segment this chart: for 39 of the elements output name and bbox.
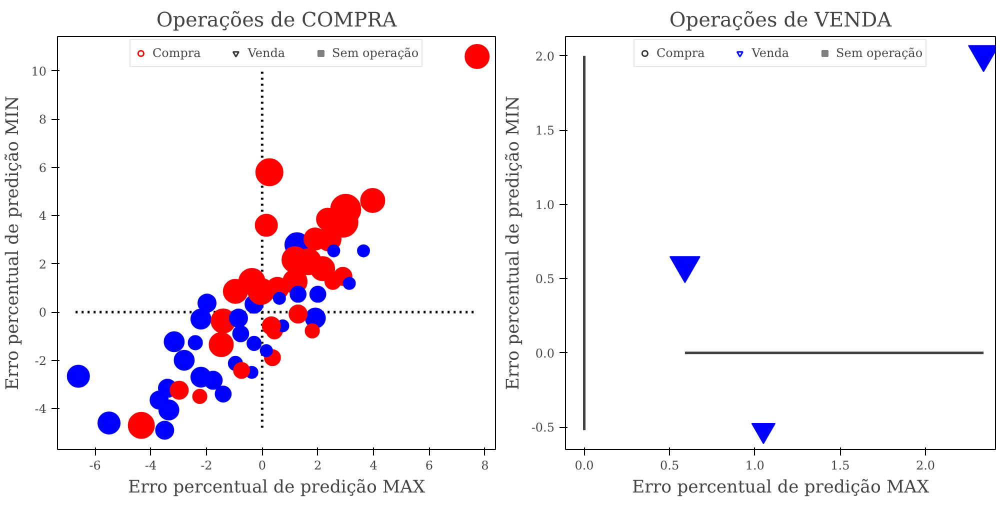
y-tick-label: 0.0 [535, 346, 555, 360]
x-tick-label: -6 [89, 458, 101, 472]
y-tick-label: 8 [38, 112, 47, 127]
y-tick-label: 6 [38, 160, 47, 175]
y-tick-label: 10 [31, 64, 47, 78]
x-tick-label: 2 [314, 458, 322, 472]
x-tick-label: 0.5 [660, 458, 680, 472]
x-tick-label: 0.0 [574, 458, 594, 472]
legend-label: Compra [152, 46, 201, 60]
y-tick-label: 0 [38, 306, 47, 320]
x-tick-label: 8 [481, 458, 489, 472]
y-tick-label: -2 [34, 354, 47, 368]
legend-label: Sem operação [332, 46, 419, 60]
y-tick-label: -0.5 [531, 420, 554, 435]
y-tick-label: 2.0 [535, 49, 555, 64]
y-axis-title: Erro percentual de predição MIN [3, 96, 24, 390]
x-tick-label: 1.5 [830, 458, 850, 472]
y-tick-label: 2 [38, 257, 47, 272]
legend-label: Venda [752, 46, 790, 60]
x-tick-label: 1.0 [745, 458, 764, 472]
legend-label: Venda [248, 46, 286, 60]
legend-label: Compra [656, 46, 705, 60]
y-tick-label: 4 [38, 209, 47, 224]
x-tick-label: -4 [144, 458, 157, 472]
x-tick-label: 2.0 [916, 458, 936, 472]
x-tick-label: 6 [425, 458, 434, 472]
chart-title: Operações de COMPRA [156, 8, 398, 32]
y-tick-label: 1.5 [535, 124, 555, 138]
chart-title: Operações de VENDA [669, 8, 892, 32]
x-tick-label: 4 [370, 458, 378, 472]
x-axis-title: Erro percentual de predição MAX [128, 478, 426, 498]
y-tick-label: 0.5 [535, 272, 555, 286]
y-tick-label: 1.0 [535, 198, 555, 212]
x-tick-label: -2 [200, 458, 212, 472]
x-tick-label: 0 [258, 458, 266, 472]
y-tick-label: -4 [34, 402, 47, 416]
x-axis-title: Erro percentual de predição MAX [632, 478, 930, 498]
legend-label: Sem operação [836, 46, 923, 60]
y-axis-title: Erro percentual de predição MIN [503, 96, 524, 390]
